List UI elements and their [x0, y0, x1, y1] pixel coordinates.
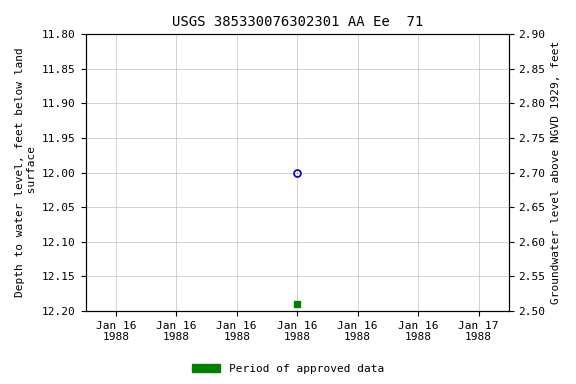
Y-axis label: Depth to water level, feet below land
 surface: Depth to water level, feet below land su… — [15, 48, 37, 298]
Legend: Period of approved data: Period of approved data — [188, 359, 388, 379]
Title: USGS 385330076302301 AA Ee  71: USGS 385330076302301 AA Ee 71 — [172, 15, 423, 29]
Y-axis label: Groundwater level above NGVD 1929, feet: Groundwater level above NGVD 1929, feet — [551, 41, 561, 304]
